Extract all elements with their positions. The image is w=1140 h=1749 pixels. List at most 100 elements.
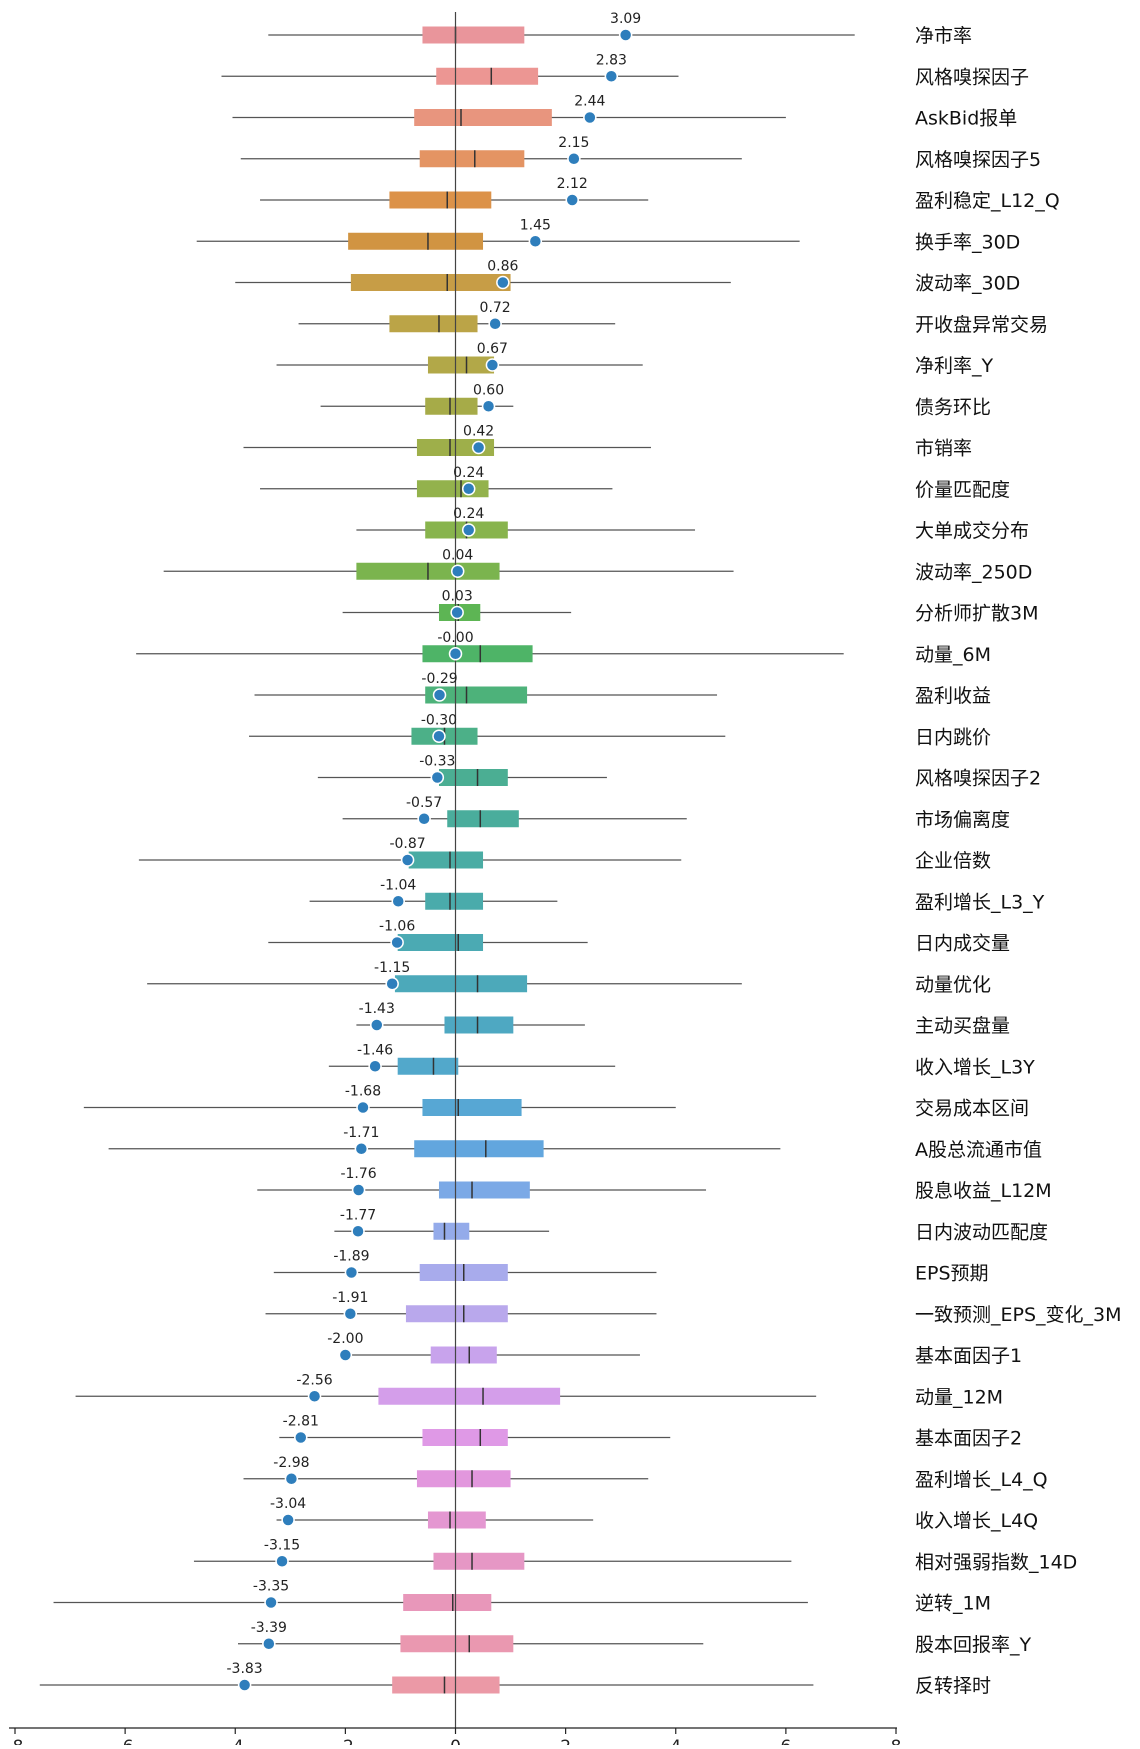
value-label: -0.33 — [419, 754, 455, 770]
factor-row: 风格嗅探因子 — [221, 66, 1029, 88]
iqr-box — [416, 1470, 511, 1488]
factor-row: 相对强弱指数_14D — [193, 1551, 1077, 1573]
factor-row: 风格嗅探因子5 — [240, 149, 1041, 171]
factor-label: 分析师扩散3M — [915, 603, 1038, 625]
value-label: -0.00 — [437, 630, 473, 646]
factor-row: 日内成交量 — [268, 933, 1010, 955]
iqr-box — [447, 810, 519, 828]
value-label: 2.44 — [574, 94, 605, 110]
value-marker-group: 0.24 — [453, 465, 484, 496]
value-point — [356, 1100, 370, 1115]
value-label: 2.15 — [558, 135, 589, 151]
value-point — [448, 647, 463, 661]
x-tick-label: 0 — [450, 1737, 461, 1745]
value-marker-group: -2.56 — [296, 1372, 333, 1403]
factor-label: 净市率 — [915, 25, 972, 47]
factor-label: 价量匹配度 — [915, 479, 1010, 501]
factor-row: 主动买盘量 — [356, 1015, 1010, 1037]
value-label: -3.39 — [251, 1620, 287, 1636]
value-label: 1.45 — [520, 217, 551, 233]
value-label: -1.04 — [380, 877, 416, 893]
factor-row: 日内跳价 — [249, 726, 991, 748]
factor-row: 收入增长_L3Y — [328, 1056, 1035, 1078]
value-point — [432, 729, 446, 743]
iqr-box — [400, 1635, 514, 1653]
value-label: -3.04 — [270, 1496, 306, 1512]
factor-label: 净利率_Y — [915, 355, 994, 377]
factor-label: 动量优化 — [915, 974, 991, 996]
iqr-box — [422, 26, 525, 44]
value-point — [351, 1224, 365, 1238]
value-label: -1.68 — [345, 1084, 381, 1100]
value-label: -0.57 — [406, 795, 442, 811]
value-marker-group: -0.30 — [421, 712, 457, 743]
factor-row: 大单成交分布 — [356, 520, 1029, 542]
value-point — [307, 1389, 322, 1403]
value-marker-group: -3.35 — [253, 1579, 289, 1610]
factor-row: 动量_6M — [136, 644, 991, 666]
value-label: -1.15 — [374, 960, 410, 976]
value-point — [262, 1637, 276, 1651]
value-marker-group: -0.87 — [389, 836, 426, 867]
factor-row: 股本回报率_Y — [238, 1634, 1032, 1656]
factor-label: 盈利稳定_L12_Q — [915, 190, 1060, 212]
iqr-box — [408, 851, 484, 869]
value-point — [461, 523, 476, 537]
value-label: -0.30 — [421, 712, 457, 728]
x-tick-label: -2 — [337, 1737, 354, 1745]
iqr-box — [414, 109, 552, 126]
value-marker-group: 0.04 — [442, 547, 473, 578]
value-marker-group: -1.89 — [333, 1249, 370, 1280]
value-point — [618, 28, 633, 42]
factor-row: 一致预测_EPS_变化_3M — [265, 1304, 1122, 1326]
value-marker-group: 0.60 — [473, 382, 504, 413]
value-label: -1.91 — [332, 1290, 368, 1306]
value-marker-group: -1.46 — [357, 1042, 393, 1073]
value-label: -1.89 — [333, 1249, 369, 1265]
factor-row: 逆转_1M — [53, 1593, 991, 1615]
value-label: 0.24 — [453, 506, 484, 522]
x-tick-label: -4 — [227, 1737, 244, 1745]
factor-label: 盈利增长_L3_Y — [915, 891, 1045, 913]
factor-label: 基本面因子1 — [915, 1345, 1022, 1367]
iqr-box — [392, 1676, 500, 1694]
factor-label: 日内成交量 — [915, 933, 1010, 955]
value-point — [368, 1059, 382, 1073]
value-label: -0.87 — [389, 836, 425, 852]
x-tick-label: 6 — [780, 1737, 791, 1745]
factor-row: 债务环比 — [320, 396, 991, 418]
factor-label: AskBid报单 — [915, 108, 1017, 130]
value-point — [604, 69, 619, 83]
value-point — [471, 440, 486, 455]
value-point — [370, 1018, 384, 1032]
factor-row: 交易成本区间 — [83, 1098, 1029, 1120]
value-label: -1.71 — [343, 1125, 379, 1141]
value-label: -2.98 — [273, 1455, 309, 1471]
value-marker-group: -2.81 — [283, 1414, 319, 1445]
factor-label: 交易成本区间 — [915, 1098, 1029, 1120]
value-label: -3.83 — [226, 1661, 262, 1677]
factor-label: 市销率 — [915, 438, 972, 460]
value-marker-group: -0.33 — [419, 754, 455, 785]
iqr-box — [425, 686, 528, 704]
factor-label: 大单成交分布 — [915, 520, 1029, 542]
factor-label: 盈利增长_L4_Q — [915, 1469, 1048, 1491]
value-marker-group: 2.15 — [558, 135, 589, 166]
factor-row: 风格嗅探因子2 — [317, 768, 1041, 790]
value-point — [275, 1554, 289, 1568]
value-marker-group: 0.67 — [477, 341, 508, 372]
value-label: -2.00 — [327, 1331, 363, 1347]
factor-row: 盈利收益 — [254, 685, 991, 707]
value-label: 0.86 — [487, 259, 518, 275]
factor-label: 企业倍数 — [915, 850, 991, 872]
iqr-box — [438, 1181, 530, 1199]
factor-row: 基本面因子2 — [279, 1428, 1022, 1450]
factor-row: 动量_12M — [75, 1386, 1003, 1408]
value-point — [461, 482, 476, 496]
iqr-box — [419, 150, 525, 168]
factor-row: 净市率 — [268, 25, 972, 47]
value-point — [496, 275, 510, 290]
factor-row: 分析师扩散3M — [342, 603, 1038, 625]
iqr-box — [438, 769, 508, 786]
